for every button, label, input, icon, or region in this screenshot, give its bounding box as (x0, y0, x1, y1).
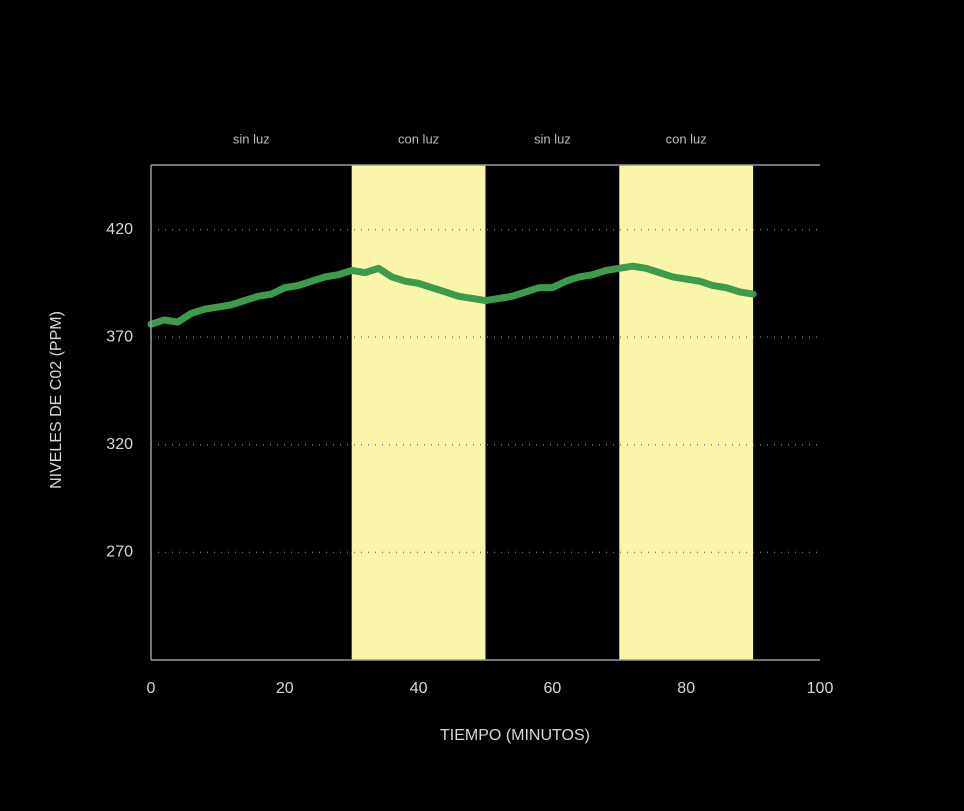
plot (147, 262, 757, 328)
x-tick-label: 60 (544, 680, 562, 697)
co2-line (147, 262, 757, 328)
region-label: con luz (666, 131, 707, 146)
y-tick-label: 420 (106, 221, 133, 238)
x-tick-label: 20 (276, 680, 294, 697)
region-label: sin luz (233, 131, 270, 146)
y-tick-label: 270 (106, 544, 133, 561)
x-tick-label: 40 (410, 680, 428, 697)
y-tick-label: 320 (106, 436, 133, 453)
light-region (619, 165, 754, 660)
x-tick-label: 0 (147, 680, 156, 697)
x-axis-label: TIEMPO (MINUTOS) (440, 727, 590, 744)
regions (351, 165, 754, 660)
y-tick-label: 370 (106, 328, 133, 345)
light-region (351, 165, 486, 660)
region-label: con luz (398, 131, 439, 146)
x-tick-label: 100 (807, 680, 834, 697)
region-label: sin luz (534, 131, 571, 146)
x-tick-label: 80 (677, 680, 695, 697)
y-axis-label: NIVELES DE C02 (PPM) (48, 311, 65, 489)
